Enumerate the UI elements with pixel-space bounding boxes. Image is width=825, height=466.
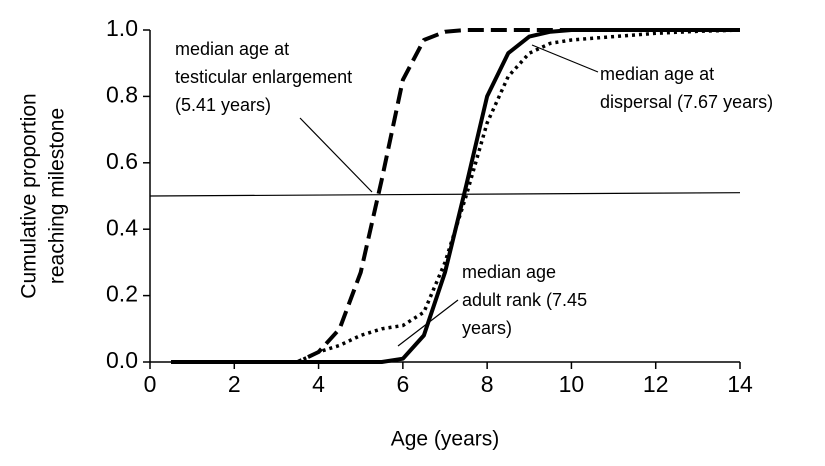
annotation-text: median age at (175, 39, 289, 59)
x-tick-label: 10 (559, 371, 585, 397)
annotation-text: dispersal (7.67 years) (600, 92, 773, 112)
y-tick-label: 0.4 (106, 214, 138, 240)
annotation-text: years) (462, 318, 512, 338)
annotation-text: testicular enlargement (175, 67, 352, 87)
x-tick-label: 2 (228, 371, 241, 397)
annotation-text: median age (462, 262, 556, 282)
y-tick-label: 1.0 (106, 15, 138, 41)
reference-line (149, 192, 741, 197)
x-tick-label: 8 (481, 371, 494, 397)
annotation-text: adult rank (7.45 (462, 290, 587, 310)
y-tick-label: 0.0 (106, 347, 138, 373)
annotation-text: (5.41 years) (175, 95, 271, 115)
y-axis-label-line: reaching milestone (46, 108, 69, 284)
annotation-leader (531, 44, 599, 73)
x-tick-label: 12 (643, 371, 669, 397)
y-tick-label: 0.2 (106, 281, 138, 307)
y-tick-label: 0.8 (106, 81, 138, 107)
x-axis-label: Age (years) (391, 428, 500, 451)
x-tick-label: 0 (144, 371, 157, 397)
annotation-text: median age at (600, 64, 714, 84)
y-tick-label: 0.6 (106, 148, 138, 174)
series-line (171, 28, 741, 364)
x-tick-label: 6 (396, 371, 409, 397)
annotation-leader (397, 299, 459, 347)
annotation-leader (299, 117, 373, 193)
y-axis-label-line: Cumulative proportion (18, 93, 41, 298)
x-tick-label: 4 (312, 371, 325, 397)
x-tick-label: 14 (727, 371, 753, 397)
y-axis-label: Cumulative proportion reaching milestone (18, 93, 69, 298)
